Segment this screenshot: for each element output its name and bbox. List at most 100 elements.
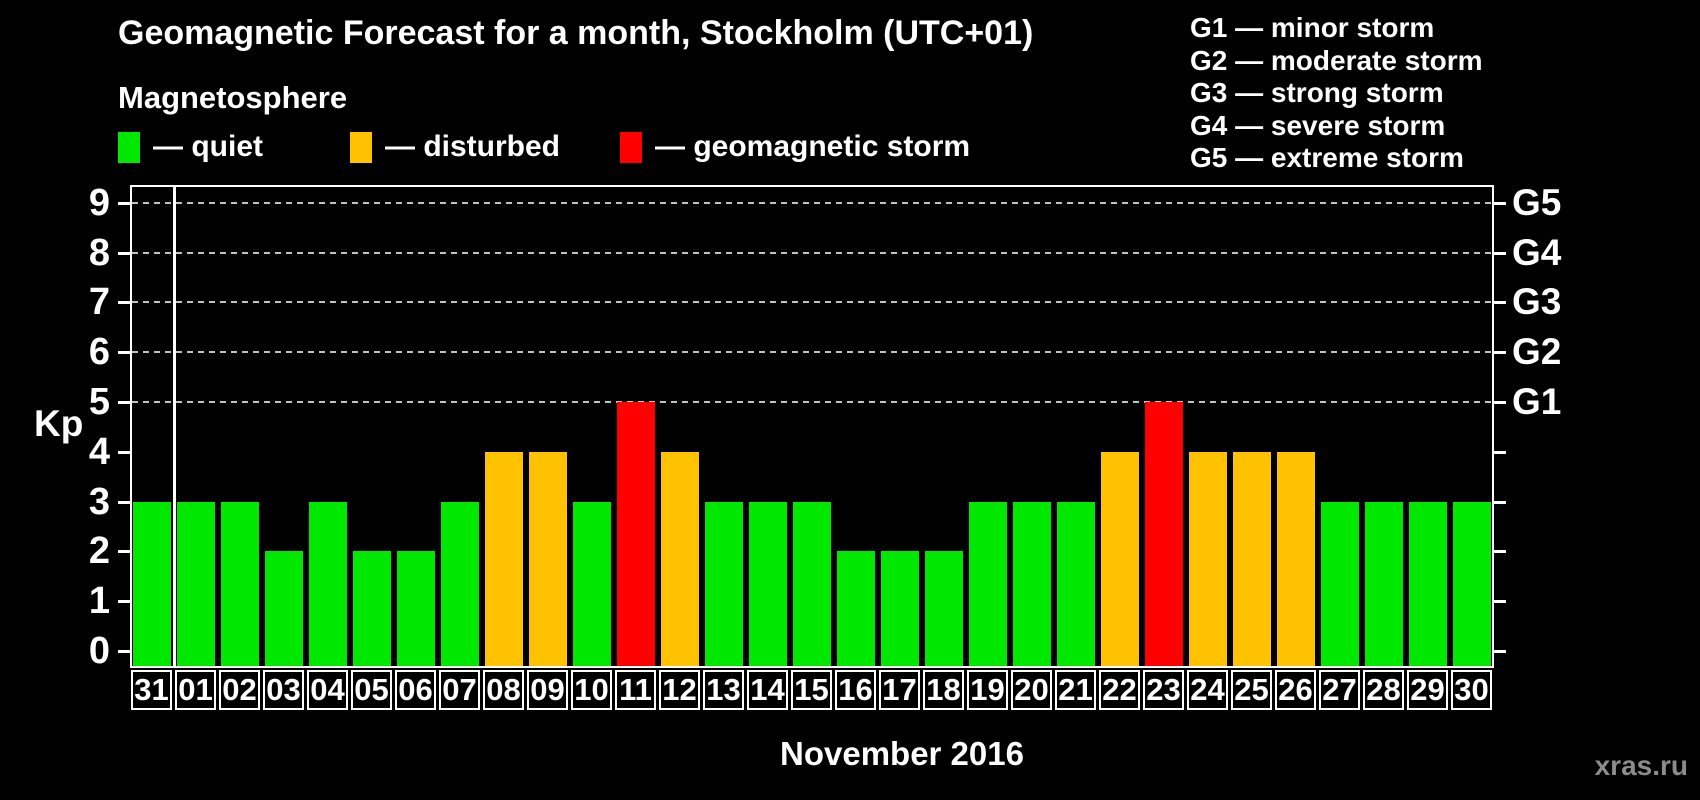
kp-bar-day-28-quiet: [1365, 501, 1403, 668]
kp-bar-day-07-quiet: [441, 501, 479, 668]
day-label-05: 05: [351, 670, 392, 710]
plot-area: [130, 185, 1494, 668]
y-axis-tick-left-1: [118, 600, 130, 604]
kp-bar-day-04-quiet: [309, 501, 347, 668]
legend-swatch-disturbed: [350, 131, 372, 163]
y-axis-tick-right-6: [1494, 351, 1506, 355]
month-separator-line: [173, 185, 176, 668]
y-axis-tick-right-5: [1494, 401, 1506, 404]
day-label-29: 29: [1407, 670, 1448, 710]
day-label-30: 30: [1451, 670, 1492, 710]
kp-bar-day-18-quiet: [925, 551, 963, 668]
y-axis-label-1: 1: [88, 580, 110, 623]
kp-bar-day-29-quiet: [1409, 501, 1447, 668]
legend-swatch-storm: [620, 131, 642, 163]
watermark: xras.ru: [1594, 750, 1688, 781]
y-axis-tick-right-2: [1494, 550, 1506, 554]
g-scale-label-G1: G1: [1512, 381, 1562, 422]
day-label-04: 04: [307, 670, 348, 710]
kp-bar-day-23-storm: [1145, 402, 1183, 668]
kp-bar-day-14-quiet: [749, 501, 787, 668]
y-axis-tick-right-9: [1494, 201, 1506, 205]
gridline-kp9: [132, 201, 1492, 204]
y-axis-label-2: 2: [88, 530, 110, 573]
day-label-09: 09: [527, 670, 568, 710]
y-axis-tick-left-2: [118, 550, 130, 554]
legend-item-quiet: — quiet: [118, 130, 263, 164]
y-axis-tick-right-4: [1494, 450, 1506, 454]
storm-scale-item-4: G4 — severe storm: [1190, 109, 1446, 141]
day-label-20: 20: [1011, 670, 1052, 710]
kp-bar-day-08-disturbed: [485, 451, 523, 668]
storm-scale-item-5: G5 — extreme storm: [1190, 142, 1464, 173]
day-label-11: 11: [615, 670, 656, 710]
kp-bar-day-03-quiet: [265, 551, 303, 668]
kp-bar-day-19-quiet: [969, 501, 1007, 668]
kp-bar-day-13-quiet: [705, 501, 743, 668]
kp-bar-day-26-disturbed: [1277, 451, 1315, 668]
g-scale-label-G5: G5: [1512, 181, 1562, 223]
y-axis-label-7: 7: [88, 281, 110, 324]
day-label-21: 21: [1055, 670, 1096, 710]
storm-scale-item-2: G2 — moderate storm: [1190, 44, 1483, 76]
day-label-07: 07: [439, 670, 480, 710]
y-axis-tick-left-8: [118, 251, 130, 255]
month-label: November 2016: [780, 735, 1024, 772]
kp-bar-day-15-quiet: [793, 501, 831, 668]
gridline-kp5: [132, 401, 1492, 403]
kp-bar-day-22-disturbed: [1101, 451, 1139, 668]
kp-bar-day-30-quiet: [1453, 501, 1491, 668]
day-label-03: 03: [263, 670, 304, 710]
y-axis-label-3: 3: [88, 480, 110, 523]
magnetosphere-label: Magnetosphere: [118, 80, 348, 115]
y-axis-tick-left-6: [118, 351, 130, 355]
kp-bar-day-16-quiet: [837, 551, 875, 668]
kp-bar-day-06-quiet: [397, 551, 435, 668]
day-label-06: 06: [395, 670, 436, 710]
day-label-26: 26: [1275, 670, 1316, 710]
kp-bar-day-20-quiet: [1013, 501, 1051, 668]
y-axis-tick-right-8: [1494, 251, 1506, 255]
chart-title: Geomagnetic Forecast for a month, Stockh…: [118, 14, 1034, 52]
day-label-17: 17: [879, 670, 920, 710]
kp-bar-day-05-quiet: [353, 551, 391, 668]
kp-bar-day-10-quiet: [573, 501, 611, 668]
gridline-kp6: [132, 351, 1492, 354]
day-label-08: 08: [483, 670, 524, 710]
kp-bar-day-25-disturbed: [1233, 451, 1271, 668]
kp-bar-day-31-quiet: [133, 501, 171, 668]
day-label-22: 22: [1099, 670, 1140, 710]
day-label-24: 24: [1187, 670, 1228, 710]
gridline-kp7: [132, 301, 1492, 304]
g-scale-label-G2: G2: [1512, 331, 1562, 373]
y-axis-tick-right-1: [1494, 600, 1506, 604]
day-label-16: 16: [835, 670, 876, 710]
kp-bar-day-21-quiet: [1057, 501, 1095, 668]
y-axis-tick-right-3: [1494, 500, 1506, 504]
kp-bar-day-24-disturbed: [1189, 451, 1227, 668]
storm-scale-item-3: G3 — strong storm: [1190, 77, 1444, 108]
legend-item-storm: — geomagnetic storm: [620, 130, 970, 164]
day-label-19: 19: [967, 670, 1008, 710]
kp-bar-day-11-storm: [617, 402, 655, 668]
storm-scale-item-1: G1 — minor storm: [1190, 12, 1435, 43]
storm-scale-legend: G1 — minor storm G2 — moderate storm G3 — …: [1190, 12, 1483, 175]
g-scale-label-G4: G4: [1512, 231, 1562, 273]
day-label-28: 28: [1363, 670, 1404, 710]
day-label-18: 18: [923, 670, 964, 710]
kp-bar-day-17-quiet: [881, 551, 919, 668]
kp-bar-day-12-disturbed: [661, 451, 699, 668]
kp-bar-day-09-disturbed: [529, 451, 567, 668]
day-label-27: 27: [1319, 670, 1360, 710]
y-axis-label-9: 9: [88, 181, 110, 224]
kp-bar-day-01-quiet: [177, 501, 215, 668]
legend-item-disturbed: — disturbed: [350, 130, 560, 164]
y-axis-label-6: 6: [88, 331, 110, 374]
legend-label-storm: — geomagnetic storm: [655, 130, 971, 163]
y-axis-tick-right-7: [1494, 301, 1506, 305]
y-axis-tick-left-7: [118, 301, 130, 305]
day-label-25: 25: [1231, 670, 1272, 710]
y-axis-tick-left-5: [118, 401, 130, 404]
day-label-01: 01: [175, 670, 216, 710]
